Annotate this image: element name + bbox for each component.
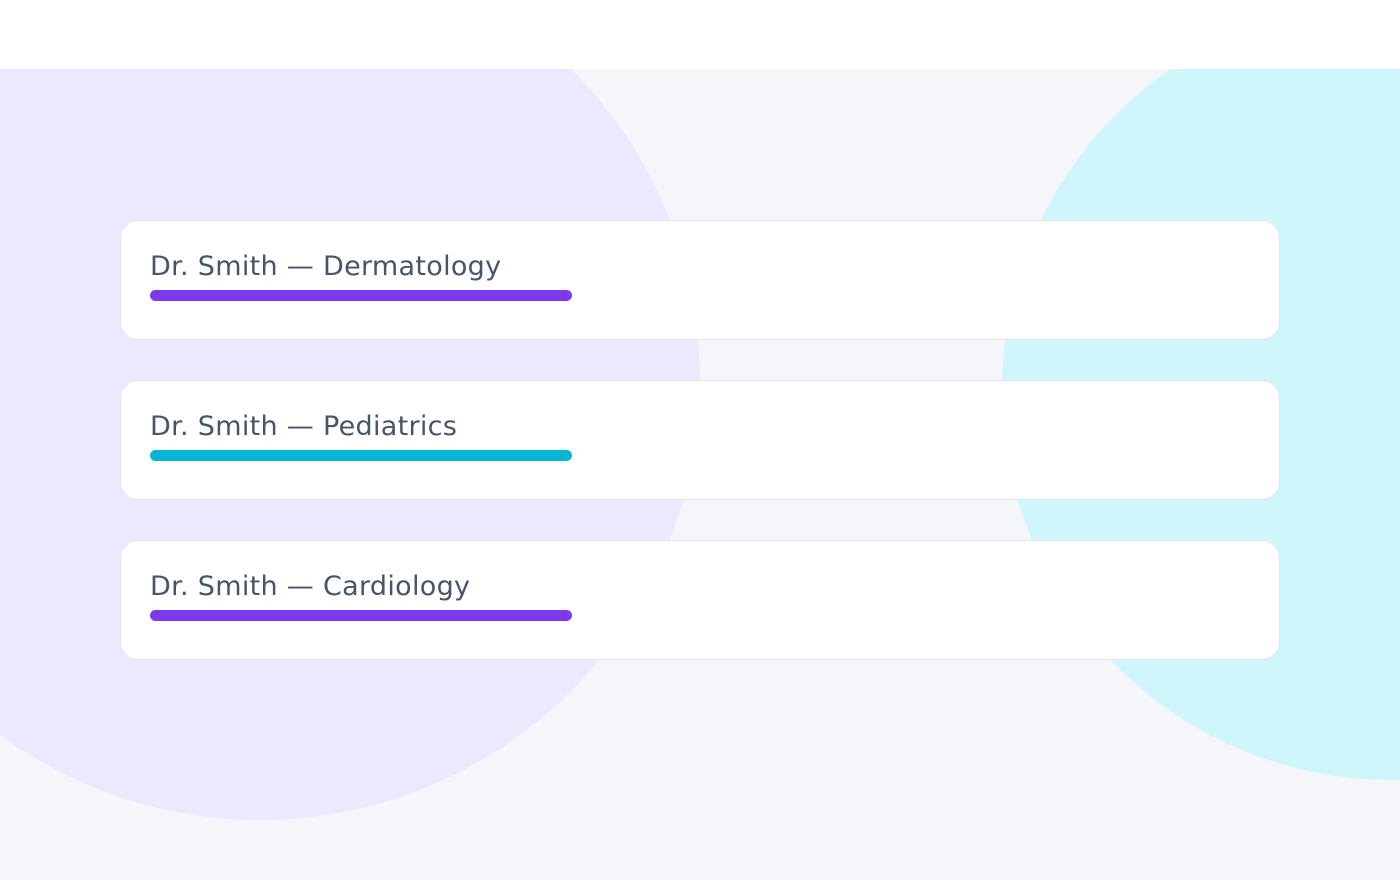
doctor-card-accent-bar (150, 290, 572, 301)
doctor-card-accent-bar (150, 610, 572, 621)
top-bar (0, 0, 1400, 69)
doctor-card-pediatrics[interactable]: Dr. Smith — Pediatrics (120, 380, 1280, 500)
doctor-card-cardiology[interactable]: Dr. Smith — Cardiology (120, 540, 1280, 660)
doctor-card-label: Dr. Smith — Cardiology (150, 571, 471, 602)
doctor-card-label: Dr. Smith — Dermatology (150, 251, 502, 282)
doctor-card-accent-bar (150, 450, 572, 461)
main-area: Dr. Smith — Dermatology Dr. Smith — Pedi… (0, 69, 1400, 880)
doctor-card-label: Dr. Smith — Pediatrics (150, 411, 458, 442)
doctor-card-dermatology[interactable]: Dr. Smith — Dermatology (120, 220, 1280, 340)
